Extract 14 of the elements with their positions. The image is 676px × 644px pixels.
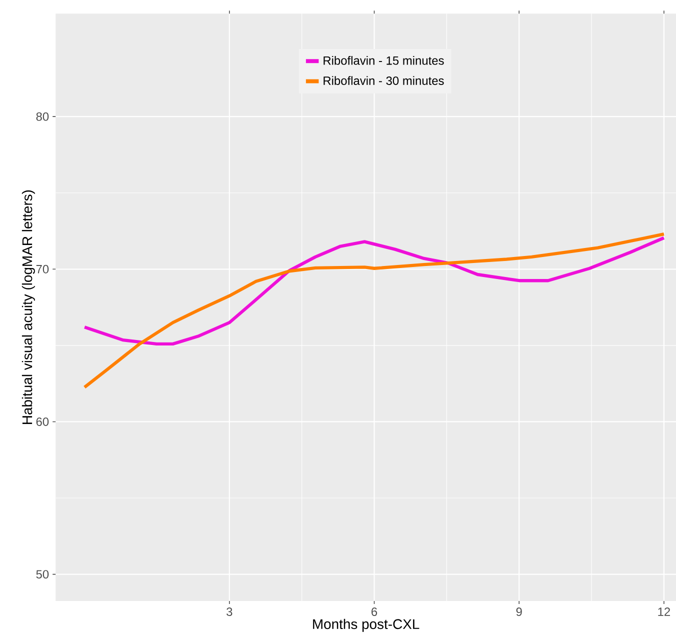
x-tick-label: 12 xyxy=(658,608,670,616)
y-tick-label: 80 xyxy=(36,112,49,121)
y-tick-label: 50 xyxy=(36,570,49,579)
line-series xyxy=(82,232,666,389)
x-axis-title: Months post-CXL xyxy=(313,618,420,632)
y-tick-label: 70 xyxy=(36,264,49,274)
legend-label: Riboflavin - 15 minutes xyxy=(324,56,444,65)
x-tick-label: 3 xyxy=(226,608,232,616)
x-tick-label: 9 xyxy=(516,608,522,616)
x-tick-label: 6 xyxy=(372,608,378,616)
line-series xyxy=(82,236,666,346)
legend-label: Riboflavin - 30 minutes xyxy=(324,76,444,85)
y-axis-title: Habitual visual acuity (logMAR letters) xyxy=(22,190,35,424)
y-tick-label: 60 xyxy=(36,418,49,426)
